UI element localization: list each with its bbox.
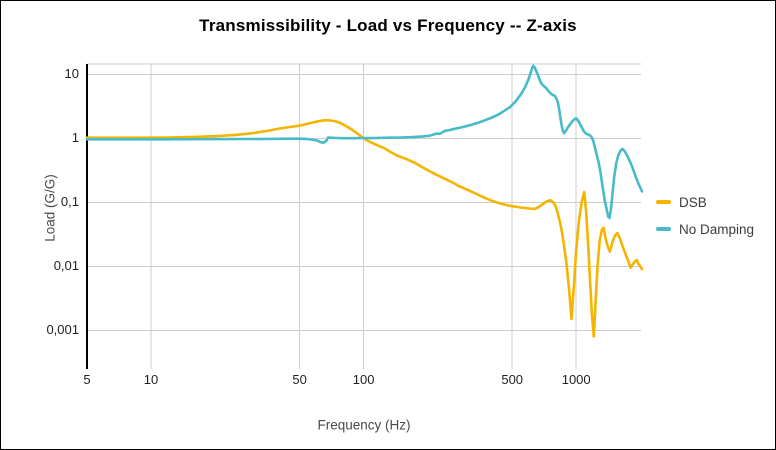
x-tick-label-500: 500	[501, 372, 524, 387]
x-tick-label-1000: 1000	[561, 372, 591, 387]
y-tick-label-10: 10	[64, 66, 79, 82]
x-tick-label-100: 100	[352, 372, 375, 387]
y-tick-label-0,001: 0,001	[46, 322, 79, 338]
legend-label-dsb: DSB	[679, 194, 707, 210]
legend-swatch-dsb	[656, 200, 671, 204]
legend-swatch-no-damping	[656, 227, 671, 231]
x-axis-title: Frequency (Hz)	[317, 417, 411, 433]
x-tick-label-10: 10	[143, 372, 159, 387]
legend-label-no-damping: No Damping	[679, 221, 755, 237]
x-tick-label-5: 5	[83, 372, 91, 387]
y-tick-label-1: 1	[71, 130, 79, 146]
legend: DSB No Damping	[656, 194, 754, 248]
y-axis-title: Load (G/G)	[42, 174, 58, 242]
legend-item-dsb[interactable]: DSB	[656, 194, 754, 210]
chart-title: Transmissibility - Load vs Frequency -- …	[199, 16, 577, 35]
y-tick-label-0,01: 0,01	[53, 258, 79, 274]
legend-item-no-damping[interactable]: No Damping	[656, 221, 754, 237]
x-tick-label-50: 50	[292, 372, 307, 387]
y-tick-label-0,1: 0,1	[60, 194, 79, 210]
series-line-dsb	[85, 118, 644, 338]
series-line-no-damping	[85, 64, 644, 220]
